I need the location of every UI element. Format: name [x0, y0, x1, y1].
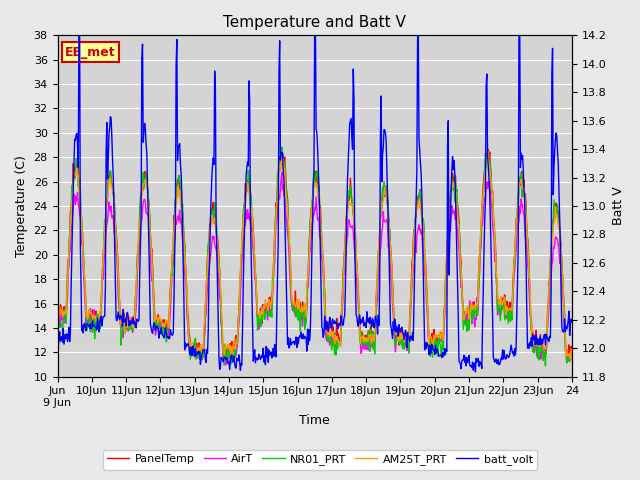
Text: EE_met: EE_met — [65, 46, 116, 59]
X-axis label: Time: Time — [300, 414, 330, 427]
Line: batt_volt: batt_volt — [58, 21, 572, 372]
Y-axis label: Batt V: Batt V — [612, 187, 625, 225]
Title: Temperature and Batt V: Temperature and Batt V — [223, 15, 406, 30]
Y-axis label: Temperature (C): Temperature (C) — [15, 155, 28, 257]
Line: NR01_PRT: NR01_PRT — [58, 147, 572, 366]
Line: AM25T_PRT: AM25T_PRT — [58, 152, 572, 359]
Line: PanelTemp: PanelTemp — [58, 149, 572, 363]
Legend: PanelTemp, AirT, NR01_PRT, AM25T_PRT, batt_volt: PanelTemp, AirT, NR01_PRT, AM25T_PRT, ba… — [102, 450, 538, 469]
Line: AirT: AirT — [58, 173, 572, 365]
